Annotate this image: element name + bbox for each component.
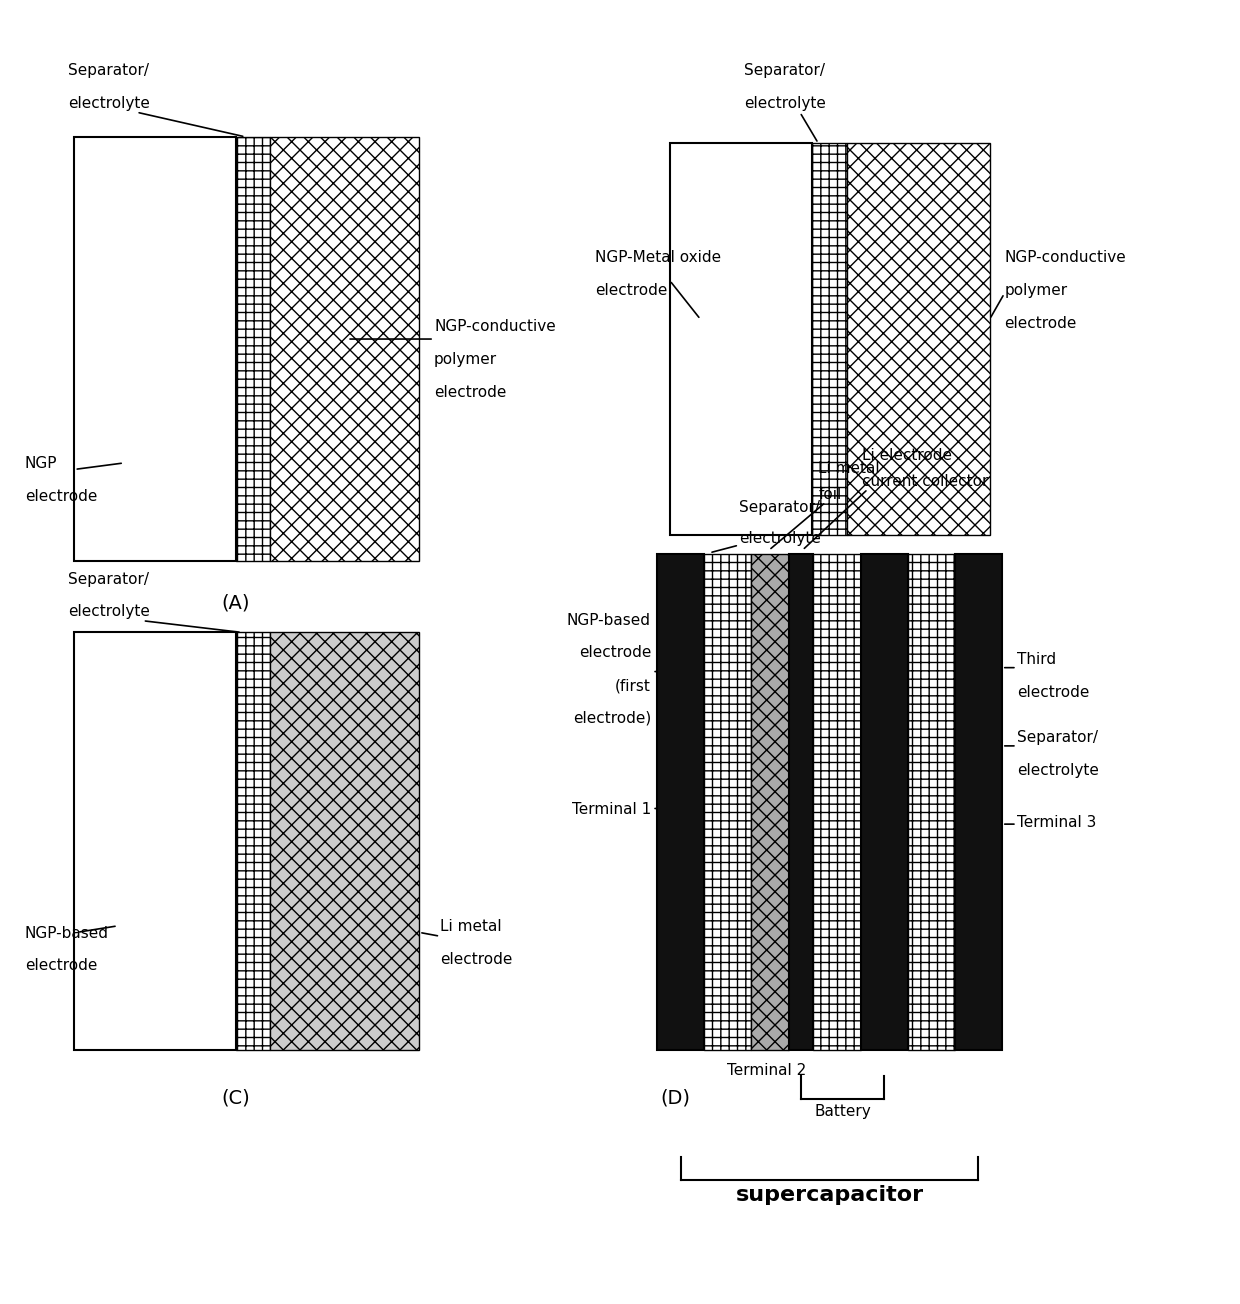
Bar [236, 632, 270, 1050]
Text: NGP-based: NGP-based [25, 926, 109, 941]
Bar [270, 632, 419, 1050]
Text: electrode: electrode [595, 283, 667, 299]
Text: NGP-based: NGP-based [567, 613, 651, 629]
Text: (A): (A) [222, 593, 249, 613]
Text: NGP: NGP [25, 456, 57, 472]
Text: electrode: electrode [25, 958, 97, 974]
Text: electrode: electrode [434, 385, 506, 400]
Text: supercapacitor: supercapacitor [735, 1185, 924, 1205]
Bar [813, 554, 861, 1050]
Text: Li metal: Li metal [818, 460, 880, 476]
Text: NGP-Metal oxide: NGP-Metal oxide [595, 250, 722, 266]
Text: NGP-conductive: NGP-conductive [1004, 250, 1126, 266]
Text: Separator/: Separator/ [739, 499, 820, 515]
Bar [812, 143, 847, 535]
Text: Terminal 1: Terminal 1 [572, 802, 651, 818]
Text: electrolyte: electrolyte [739, 531, 821, 546]
Bar [657, 554, 704, 1050]
Text: NGP-conductive: NGP-conductive [434, 319, 556, 335]
Text: Third: Third [1017, 652, 1056, 668]
Bar [670, 143, 812, 535]
Bar [789, 554, 813, 1050]
Text: Separator/: Separator/ [744, 63, 825, 78]
Text: current collector: current collector [862, 473, 988, 489]
Bar [847, 143, 990, 535]
Text: Li metal: Li metal [440, 919, 502, 935]
Text: polymer: polymer [1004, 283, 1068, 299]
Bar [270, 137, 419, 561]
Bar [236, 137, 270, 561]
Text: Terminal 2: Terminal 2 [727, 1063, 806, 1078]
Bar [955, 554, 1002, 1050]
Text: electrode: electrode [1017, 685, 1089, 700]
Bar [751, 554, 789, 1050]
Text: Battery: Battery [815, 1104, 870, 1120]
Text: Separator/: Separator/ [1017, 730, 1097, 746]
Text: electrolyte: electrolyte [744, 95, 826, 111]
Bar [908, 554, 955, 1050]
Text: electrolyte: electrolyte [68, 95, 150, 111]
Text: Separator/: Separator/ [68, 63, 149, 78]
Text: electrode: electrode [25, 489, 97, 505]
Text: foil: foil [818, 486, 842, 502]
Text: electrode): electrode) [573, 711, 651, 726]
Text: electrode: electrode [579, 645, 651, 661]
Text: (C): (C) [221, 1089, 250, 1108]
Text: electrolyte: electrolyte [68, 604, 150, 619]
Text: polymer: polymer [434, 352, 497, 368]
Text: (first: (first [615, 678, 651, 694]
Bar [74, 137, 236, 561]
Text: Terminal 3: Terminal 3 [1017, 815, 1096, 831]
Text: Separator/: Separator/ [68, 571, 149, 587]
Text: electrode: electrode [1004, 316, 1076, 331]
Bar [704, 554, 751, 1050]
Text: electrode: electrode [440, 952, 512, 968]
Text: Li electrode: Li electrode [862, 447, 952, 463]
Text: (D): (D) [661, 1089, 691, 1108]
Bar [74, 632, 236, 1050]
Bar [861, 554, 908, 1050]
Text: electrolyte: electrolyte [1017, 763, 1099, 778]
Text: (B): (B) [836, 574, 863, 593]
